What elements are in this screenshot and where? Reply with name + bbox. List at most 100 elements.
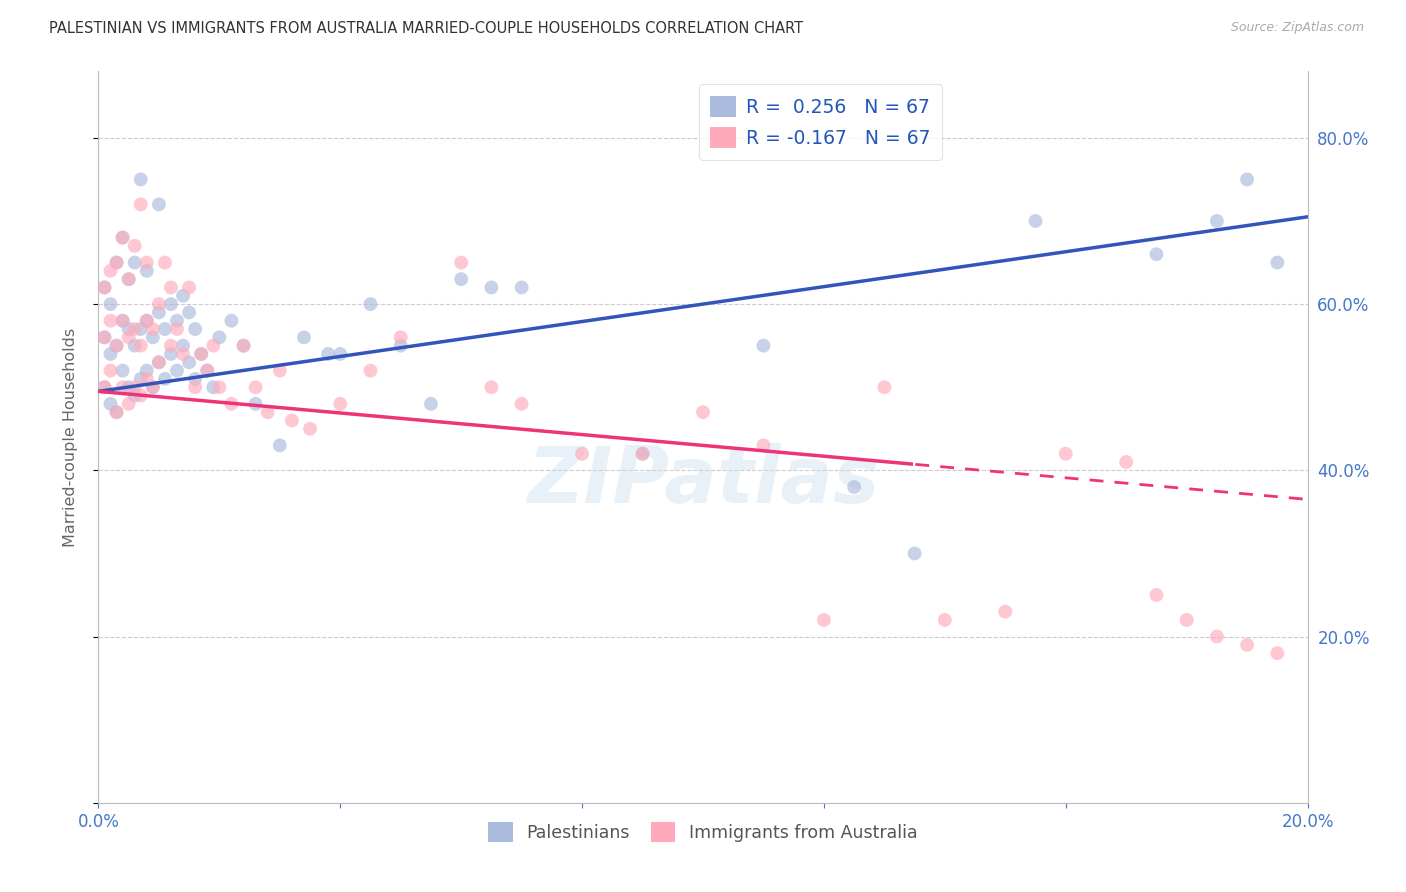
Point xyxy=(360,363,382,377)
Point xyxy=(100,314,122,328)
Point xyxy=(118,330,141,344)
Point xyxy=(166,314,188,328)
Point xyxy=(1175,613,1198,627)
Point xyxy=(1267,255,1289,269)
Point xyxy=(142,322,165,336)
Point xyxy=(148,355,170,369)
Point xyxy=(129,338,152,352)
Point xyxy=(105,255,128,269)
Point xyxy=(179,355,201,369)
Point xyxy=(124,322,146,336)
Point xyxy=(100,363,122,377)
Point xyxy=(160,297,183,311)
Point xyxy=(481,380,503,394)
Point xyxy=(1267,646,1289,660)
Point xyxy=(389,330,412,344)
Point xyxy=(124,239,146,253)
Legend: Palestinians, Immigrants from Australia: Palestinians, Immigrants from Australia xyxy=(481,815,925,849)
Point xyxy=(269,438,291,452)
Point xyxy=(360,297,382,311)
Point xyxy=(1206,630,1229,644)
Point xyxy=(129,172,152,186)
Point xyxy=(510,280,533,294)
Point xyxy=(111,314,134,328)
Point xyxy=(142,330,165,344)
Point xyxy=(172,289,194,303)
Point xyxy=(111,230,134,244)
Point xyxy=(873,380,896,394)
Point xyxy=(93,380,115,394)
Point xyxy=(118,272,141,286)
Point xyxy=(934,613,956,627)
Point xyxy=(135,314,157,328)
Y-axis label: Married-couple Households: Married-couple Households xyxy=(63,327,77,547)
Point xyxy=(135,372,157,386)
Point xyxy=(111,314,134,328)
Point xyxy=(129,388,152,402)
Point xyxy=(232,338,254,352)
Point xyxy=(1054,447,1077,461)
Point xyxy=(160,280,183,294)
Point xyxy=(135,314,157,328)
Point xyxy=(281,413,304,427)
Point xyxy=(166,322,188,336)
Point xyxy=(93,280,115,294)
Point xyxy=(420,397,443,411)
Point xyxy=(129,197,152,211)
Point xyxy=(93,380,115,394)
Point xyxy=(148,355,170,369)
Point xyxy=(752,338,775,352)
Point xyxy=(631,447,654,461)
Point xyxy=(160,338,183,352)
Point xyxy=(232,338,254,352)
Point xyxy=(135,363,157,377)
Point xyxy=(245,380,267,394)
Point xyxy=(153,372,176,386)
Point xyxy=(100,264,122,278)
Point xyxy=(208,380,231,394)
Point xyxy=(1024,214,1046,228)
Point xyxy=(329,397,352,411)
Point xyxy=(142,380,165,394)
Point xyxy=(631,447,654,461)
Point xyxy=(1144,247,1167,261)
Point xyxy=(844,480,866,494)
Point xyxy=(195,363,218,377)
Point xyxy=(184,380,207,394)
Point xyxy=(135,255,157,269)
Point xyxy=(105,338,128,352)
Text: PALESTINIAN VS IMMIGRANTS FROM AUSTRALIA MARRIED-COUPLE HOUSEHOLDS CORRELATION C: PALESTINIAN VS IMMIGRANTS FROM AUSTRALIA… xyxy=(49,21,803,36)
Point xyxy=(124,380,146,394)
Point xyxy=(124,388,146,402)
Point xyxy=(105,255,128,269)
Point xyxy=(100,297,122,311)
Point xyxy=(118,380,141,394)
Point xyxy=(135,264,157,278)
Point xyxy=(1236,638,1258,652)
Point xyxy=(190,347,212,361)
Point xyxy=(389,338,412,352)
Point xyxy=(256,405,278,419)
Point xyxy=(510,397,533,411)
Point xyxy=(142,380,165,394)
Point xyxy=(202,380,225,394)
Point xyxy=(148,305,170,319)
Point xyxy=(1115,455,1137,469)
Point xyxy=(450,272,472,286)
Point xyxy=(93,330,115,344)
Text: Source: ZipAtlas.com: Source: ZipAtlas.com xyxy=(1230,21,1364,34)
Point xyxy=(124,338,146,352)
Point xyxy=(93,280,115,294)
Point xyxy=(111,230,134,244)
Point xyxy=(299,422,322,436)
Point xyxy=(450,255,472,269)
Point xyxy=(105,405,128,419)
Point xyxy=(316,347,339,361)
Point xyxy=(111,363,134,377)
Point xyxy=(752,438,775,452)
Point xyxy=(994,605,1017,619)
Point xyxy=(184,322,207,336)
Point xyxy=(172,338,194,352)
Point xyxy=(692,405,714,419)
Point xyxy=(292,330,315,344)
